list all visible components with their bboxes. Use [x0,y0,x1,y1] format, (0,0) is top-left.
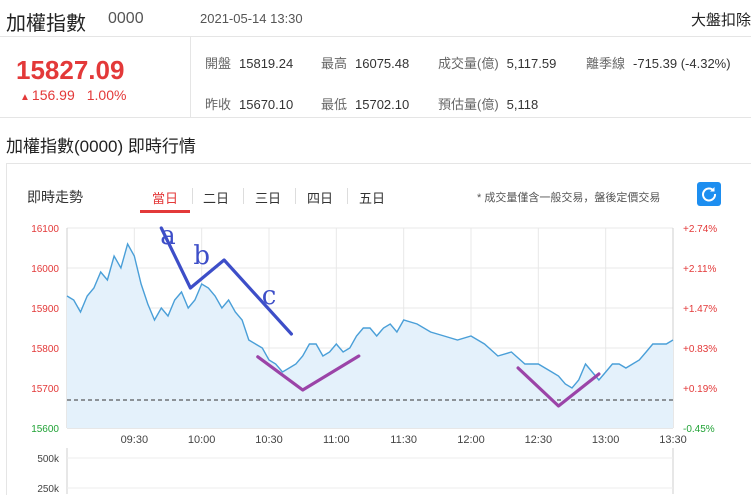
y-right-tick-label: +0.19% [683,384,717,395]
stat-low: 最低 15702.10 [321,97,410,112]
index-name: 加權指數 [6,13,86,35]
price-area [67,244,673,428]
stat-season-line: 離季線 -715.39 (-4.32%) [586,56,731,71]
y-tick-label: 16100 [31,224,59,235]
y-right-tick-label: +0.83% [683,344,717,355]
x-tick-label: 12:00 [457,434,485,446]
top-bar: 加權指數 0000 2021-05-14 13:30 大盤扣除 [0,0,751,37]
annotation-label-b: b [193,241,210,271]
price-box: 15827.09 ▲ 156.99 1.00% [0,37,191,117]
refresh-button[interactable] [697,182,721,206]
quote-panel: 15827.09 ▲ 156.99 1.00% 開盤 15819.24 最高 16075… [0,37,751,118]
change-value: 156.99 [31,87,75,103]
y-right-tick-label: -0.45% [683,424,715,435]
x-tick-label: 12:30 [525,434,553,446]
active-tab-underline [140,210,190,213]
panel-title: 即時走勢 [27,189,83,205]
x-tick-label: 11:00 [323,434,350,446]
price-change: ▲ 156.99 1.00% [20,87,126,103]
tab-today[interactable]: 當日 [152,191,179,206]
x-tick-label: 09:30 [121,434,149,446]
volume-note: * 成交量僅含一般交易，盤後定價交易 [477,192,661,204]
x-tick-label: 11:30 [390,434,417,446]
x-tick-label: 13:30 [659,434,687,446]
y-right-tick-label: +2.74% [683,224,717,235]
y-tick-label: 15600 [31,424,59,435]
change-percent: 1.00% [86,87,127,103]
annotation-v2-stroke [516,366,601,408]
stat-open: 開盤 15819.24 [205,56,294,71]
volume-tick-label: 250k [37,484,60,494]
refresh-icon [702,187,716,202]
tab-5-days[interactable]: 五日 [359,191,386,206]
annotation-v1-stroke [256,354,361,392]
last-price: 15827.09 [16,55,125,85]
y-tick-label: 16000 [31,264,59,275]
tab-3-days[interactable]: 三日 [255,191,282,206]
tab-2-days[interactable]: 二日 [203,191,230,206]
y-tick-label: 15900 [31,304,59,315]
index-code: 0000 [108,10,144,27]
x-tick-label: 13:00 [592,434,620,446]
stat-prev-close: 昨收 15670.10 [205,97,294,112]
y-tick-label: 15700 [31,384,59,395]
y-right-tick-label: +2.11% [683,264,717,275]
y-tick-label: 15800 [31,344,59,355]
price-line [66,242,674,389]
right-tag[interactable]: 大盤扣除 [690,12,751,29]
stat-volume: 成交量(億) 5,117.59 [438,56,557,71]
x-tick-label: 10:00 [188,434,216,446]
volume-tick-label: 500k [37,454,60,465]
section-title: 加權指數(0000) 即時行情 [6,137,196,156]
tab-4-days[interactable]: 四日 [307,191,334,206]
stat-high: 最高 16075.48 [321,56,410,71]
annotation-label-a: a [160,221,176,251]
up-arrow-icon: ▲ [20,92,30,103]
quote-datetime: 2021-05-14 13:30 [200,11,303,26]
stat-est-volume: 預估量(億) 5,118 [438,97,539,112]
annotation-abc-stroke [159,226,293,336]
annotation-label-c: c [262,281,277,311]
x-tick-label: 10:30 [255,434,283,446]
y-right-tick-label: +1.47% [683,304,717,315]
